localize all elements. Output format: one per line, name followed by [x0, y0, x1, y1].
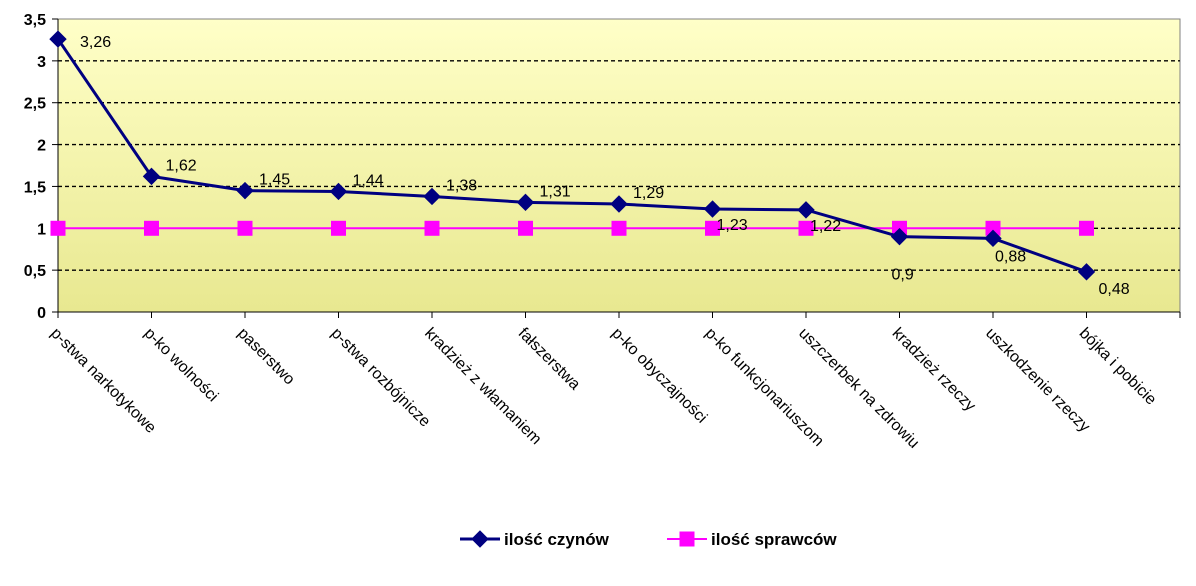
- data-point: [679, 531, 695, 547]
- y-tick-label: 2: [37, 138, 46, 155]
- legend-label: ilość czynów: [504, 530, 610, 549]
- series-czynow: [49, 30, 1096, 281]
- y-tick-label: 0,5: [24, 263, 46, 280]
- x-category-label: fałszerstwa: [515, 325, 584, 394]
- x-category-label: p-ko wolności: [141, 325, 222, 406]
- data-point: [424, 220, 440, 236]
- data-label: 1,62: [166, 157, 197, 174]
- legend-item: ilość sprawców: [667, 530, 837, 549]
- plot-area: [57, 18, 1181, 313]
- y-tick-label: 3,5: [24, 12, 46, 29]
- data-point: [1077, 263, 1096, 281]
- data-label: 1,45: [259, 172, 290, 189]
- data-point: [610, 195, 628, 213]
- y-tick-labels: 0 0,5 1 1,5 2 2,5 3 3,5: [24, 12, 46, 322]
- data-label: 3,26: [80, 34, 111, 51]
- legend: ilość czynów ilość sprawców: [460, 530, 837, 549]
- data-point: [50, 220, 66, 236]
- data-point: [890, 227, 909, 246]
- data-point: [331, 220, 346, 236]
- series: [49, 30, 1096, 281]
- x-category-label: p-stwa narkotykowe: [47, 325, 159, 437]
- data-label: 0,48: [1099, 281, 1130, 298]
- data-point: [142, 167, 161, 186]
- axes: [52, 18, 1181, 318]
- x-category-label: kradzież rzeczy: [889, 325, 979, 415]
- x-category-label: bójka i pobicie: [1076, 325, 1160, 409]
- data-labels: 3,26 1,62 1,45 1,44 1,38 1,31 1,29 1,23 1,22 0,9 0…: [80, 34, 1130, 298]
- data-point: [144, 220, 159, 236]
- data-point: [1079, 220, 1094, 236]
- data-label: 1,23: [717, 217, 748, 234]
- x-category-label: uszkodzenie rzeczy: [982, 325, 1093, 436]
- x-category-label: p-stwa rozbójnicze: [328, 325, 434, 431]
- data-label: 0,9: [892, 267, 914, 284]
- data-point: [705, 220, 720, 236]
- y-tick-label: 1,5: [24, 179, 46, 196]
- legend-label: ilość sprawców: [711, 530, 837, 549]
- data-point: [984, 229, 1002, 248]
- data-point: [516, 193, 535, 212]
- data-point: [471, 530, 489, 548]
- data-point: [798, 220, 814, 236]
- data-point: [237, 220, 253, 236]
- data-label: 1,44: [353, 172, 384, 189]
- data-point: [49, 30, 67, 48]
- x-category-label: p-ko obyczajności: [608, 325, 710, 427]
- series-sprawcow: [50, 220, 1094, 236]
- data-point: [703, 200, 722, 218]
- data-point: [797, 201, 815, 219]
- data-label: 1,22: [810, 218, 841, 235]
- y-tick-label: 2,5: [24, 96, 46, 113]
- y-tick-label: 1: [37, 221, 46, 238]
- data-label: 0,88: [995, 248, 1026, 265]
- data-label: 1,38: [446, 177, 477, 194]
- data-point: [518, 220, 533, 236]
- data-label: 1,29: [633, 185, 664, 202]
- y-tick-label: 0: [37, 305, 46, 322]
- legend-item: ilość czynów: [460, 530, 610, 549]
- data-label: 1,31: [540, 183, 571, 200]
- y-tick-label: 3: [37, 54, 46, 71]
- x-category-label: paserstwo: [234, 325, 298, 389]
- data-point: [423, 187, 441, 206]
- data-point: [329, 182, 348, 201]
- series-line: [56, 38, 1088, 274]
- data-point: [611, 220, 627, 236]
- data-point: [236, 181, 254, 200]
